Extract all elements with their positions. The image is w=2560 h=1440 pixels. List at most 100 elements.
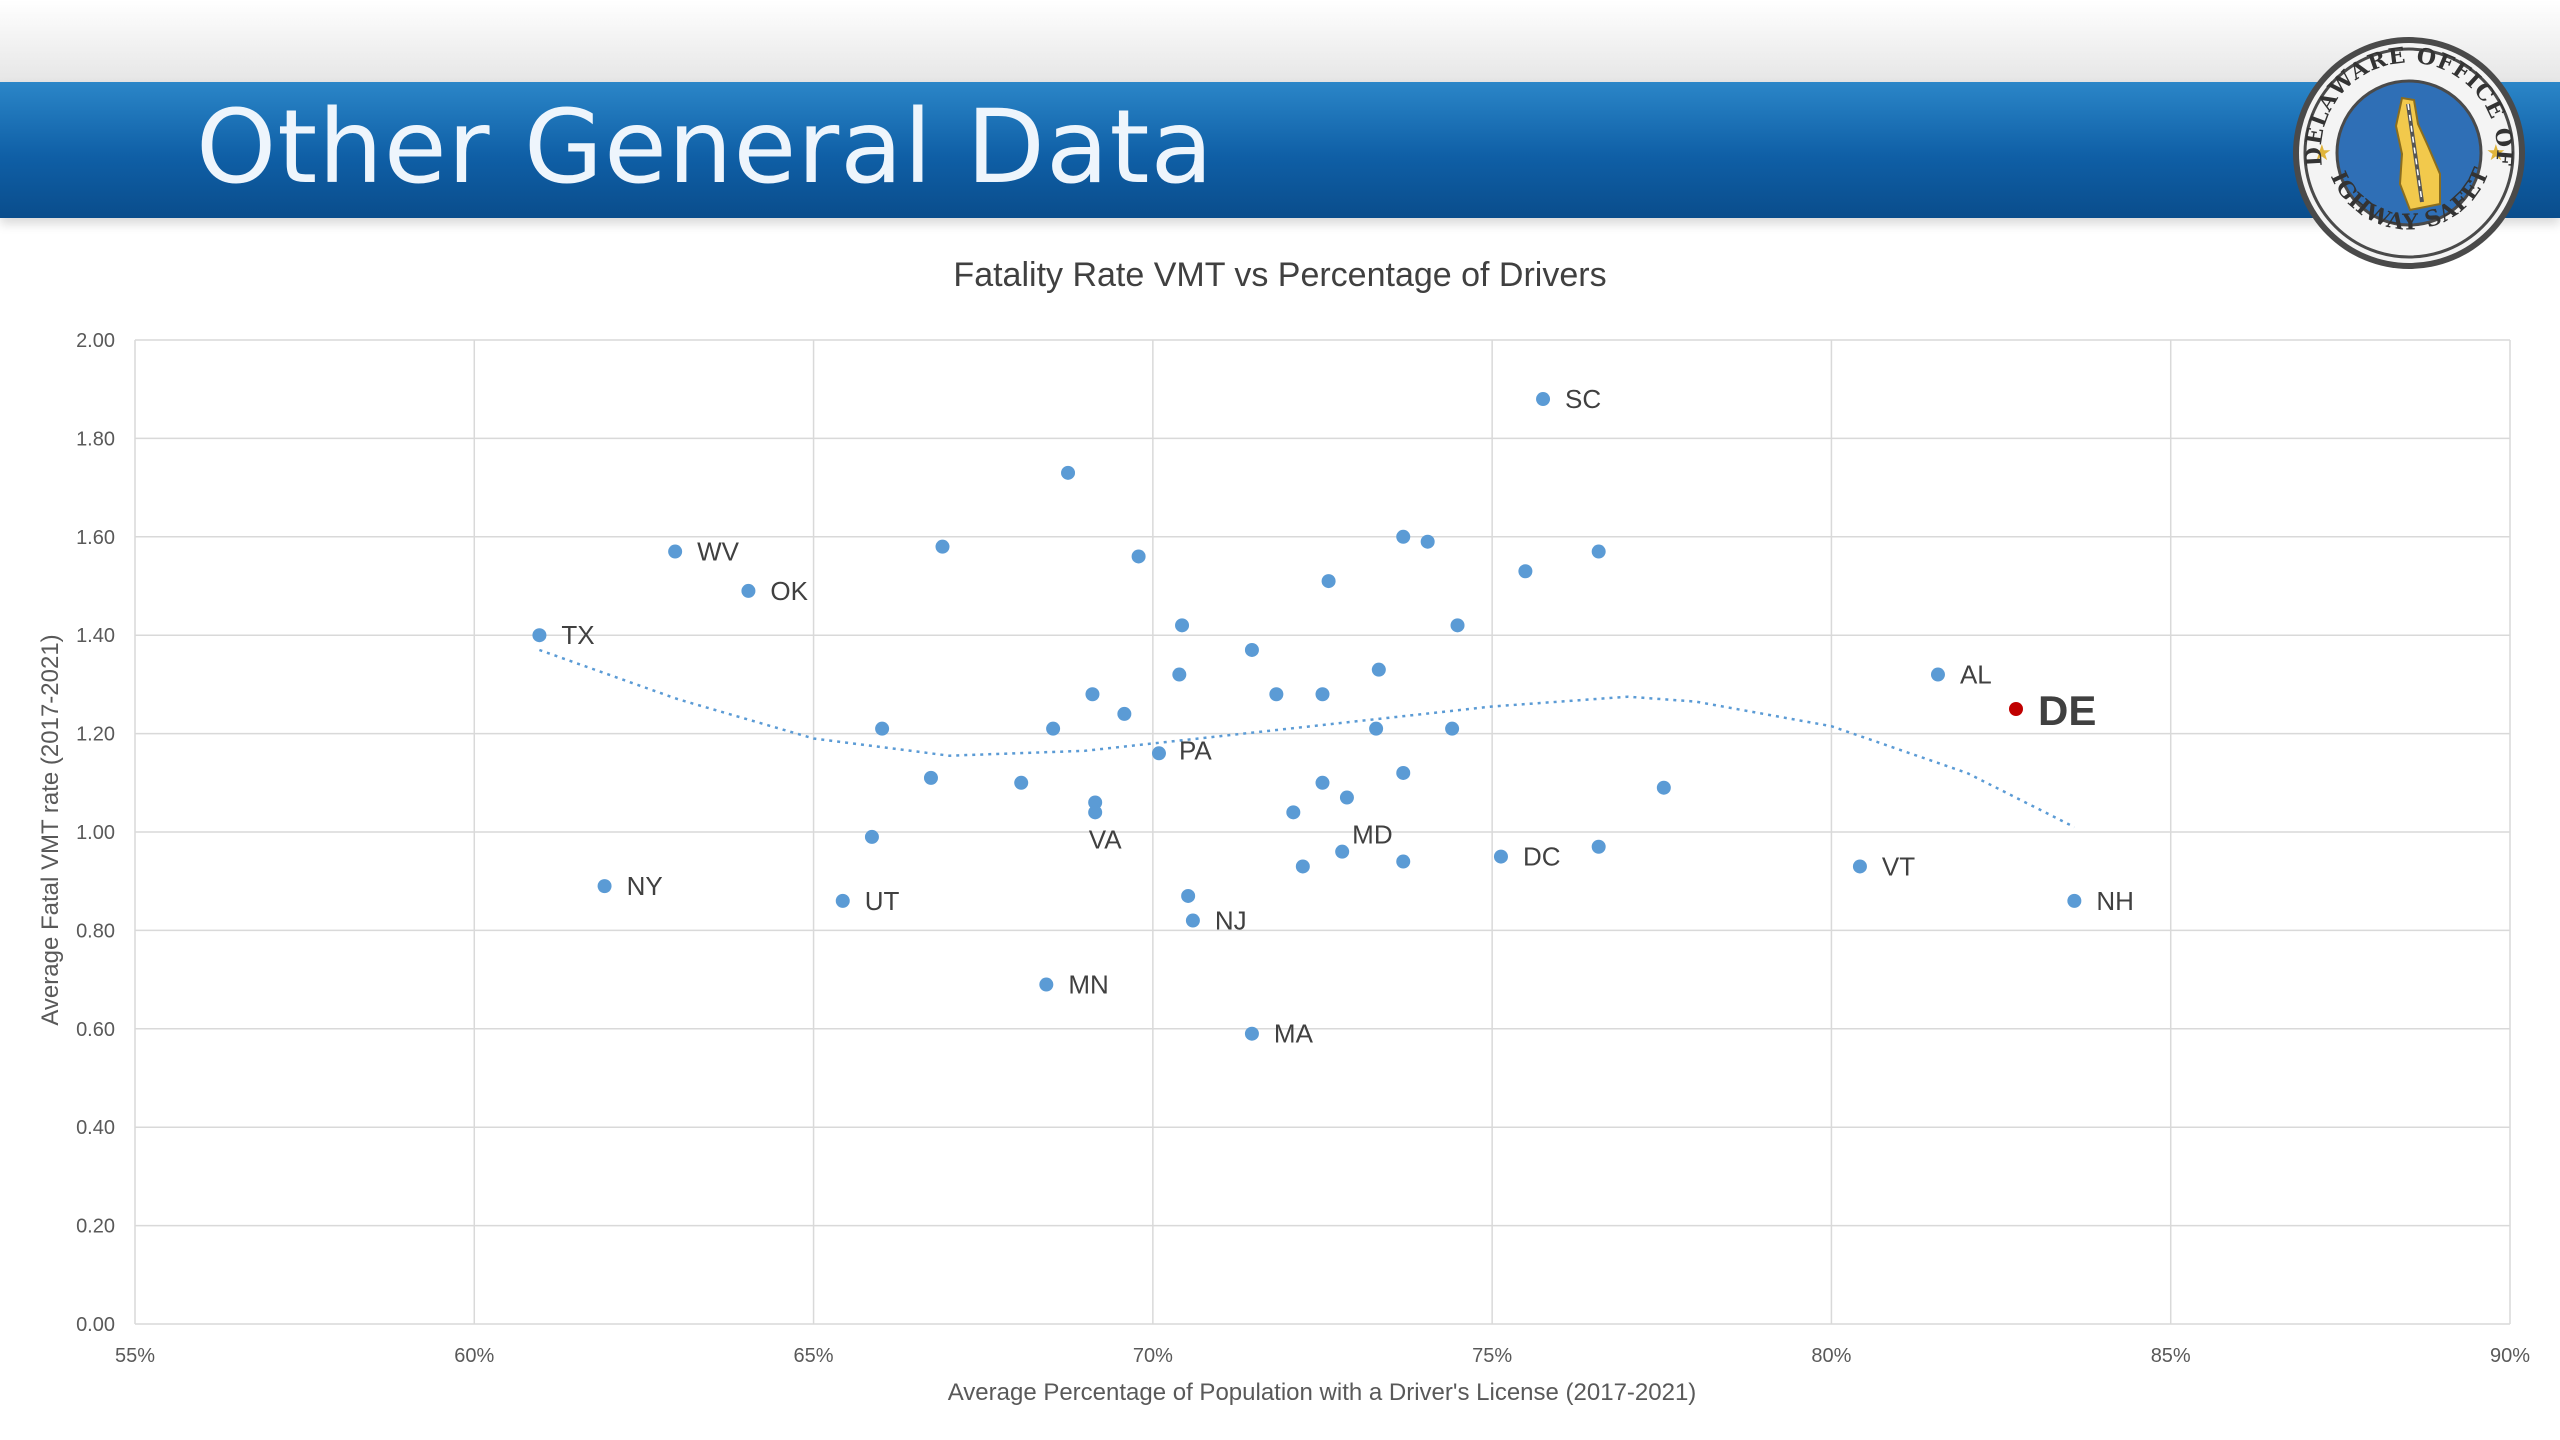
data-point-highlight bbox=[2009, 702, 2023, 716]
y-tick-label: 1.40 bbox=[76, 625, 115, 647]
data-point bbox=[1151, 746, 1166, 761]
data-point bbox=[1131, 549, 1146, 564]
data-point bbox=[668, 544, 683, 559]
y-tick-label: 0.00 bbox=[76, 1314, 115, 1336]
data-point bbox=[1493, 849, 1508, 864]
data-point bbox=[1852, 859, 1867, 874]
data-point bbox=[1591, 839, 1606, 854]
y-tick-label: 1.20 bbox=[76, 724, 115, 746]
data-point bbox=[1061, 465, 1076, 480]
data-point bbox=[1269, 687, 1284, 702]
data-point bbox=[1315, 775, 1330, 790]
y-tick-label: 0.40 bbox=[76, 1117, 115, 1139]
data-point bbox=[1315, 687, 1330, 702]
point-label: VT bbox=[1882, 851, 1915, 881]
data-point bbox=[1369, 721, 1384, 736]
data-point bbox=[1088, 805, 1103, 820]
point-label: OK bbox=[770, 576, 808, 606]
data-point bbox=[1181, 888, 1196, 903]
point-label: DC bbox=[1523, 842, 1561, 872]
x-tick-label: 70% bbox=[1133, 1345, 1173, 1367]
data-point bbox=[1656, 780, 1671, 795]
point-label: NJ bbox=[1215, 906, 1247, 936]
axis-ticks: 0.00 0.20 0.40 0.60 0.80 1.00 1.20 1.40 1.60 1.80… bbox=[76, 330, 2530, 1367]
point-label: UT bbox=[865, 886, 900, 916]
data-point bbox=[532, 628, 547, 643]
x-tick-label: 90% bbox=[2490, 1345, 2530, 1367]
title-bar bbox=[0, 82, 2560, 218]
point-label: SC bbox=[1565, 384, 1601, 414]
point-label: AL bbox=[1960, 660, 1992, 690]
point-label: WV bbox=[697, 537, 740, 567]
data-point bbox=[1371, 662, 1386, 677]
data-point bbox=[1014, 775, 1029, 790]
x-axis-label: Average Percentage of Population with a … bbox=[948, 1379, 1697, 1406]
data-point bbox=[1088, 795, 1103, 810]
point-label: DE bbox=[2038, 687, 2096, 734]
data-point bbox=[1321, 574, 1336, 589]
top-strip bbox=[0, 0, 2560, 82]
y-axis-label: Average Fatal VMT rate (2017-2021) bbox=[37, 634, 64, 1025]
grid-lines bbox=[134, 339, 2511, 1325]
data-point bbox=[875, 721, 890, 736]
y-tick-label: 0.60 bbox=[76, 1019, 115, 1041]
seal-logo-icon: ★ ★ DELAWARE OFFICE OF HIGHWAY SAFETY bbox=[2290, 34, 2525, 269]
scatter-chart: Fatality Rate VMT vs Percentage of Drive… bbox=[37, 256, 2530, 1406]
y-tick-label: 1.00 bbox=[76, 822, 115, 844]
data-point bbox=[597, 879, 612, 894]
y-tick-label: 1.60 bbox=[76, 527, 115, 549]
x-tick-label: 85% bbox=[2151, 1345, 2191, 1367]
x-tick-label: 65% bbox=[794, 1345, 834, 1367]
data-point bbox=[1295, 859, 1310, 874]
data-point bbox=[1039, 977, 1054, 992]
chart-title: Fatality Rate VMT vs Percentage of Drive… bbox=[953, 256, 1606, 294]
data-point bbox=[1185, 913, 1200, 928]
data-point bbox=[1591, 544, 1606, 559]
data-points: SC WV OK TX PA VA MD DC NY UT NJ MN MA VT NH AL DE bbox=[532, 384, 2134, 1049]
data-point bbox=[1420, 534, 1435, 549]
point-label: TX bbox=[561, 620, 594, 650]
data-point bbox=[1930, 667, 1945, 682]
svg-text:★: ★ bbox=[2486, 141, 2506, 166]
x-tick-label: 55% bbox=[115, 1345, 155, 1367]
data-point bbox=[1339, 790, 1354, 805]
x-tick-label: 75% bbox=[1472, 1345, 1512, 1367]
data-point bbox=[1085, 687, 1100, 702]
data-point bbox=[1286, 805, 1301, 820]
point-label: NY bbox=[627, 871, 663, 901]
trendline-path bbox=[538, 648, 2075, 829]
data-point bbox=[1335, 844, 1350, 859]
data-point bbox=[1175, 618, 1190, 633]
svg-text:★: ★ bbox=[2312, 141, 2332, 166]
x-tick-label: 80% bbox=[1811, 1345, 1851, 1367]
data-point bbox=[1046, 721, 1061, 736]
data-point bbox=[1244, 642, 1259, 657]
data-point bbox=[1172, 667, 1187, 682]
data-point bbox=[1536, 392, 1551, 407]
point-label: NH bbox=[2096, 886, 2134, 916]
data-point bbox=[1244, 1026, 1259, 1041]
data-point bbox=[1117, 706, 1132, 721]
y-tick-label: 0.80 bbox=[76, 920, 115, 942]
data-point bbox=[1450, 618, 1465, 633]
point-label: MA bbox=[1274, 1019, 1314, 1049]
x-tick-label: 60% bbox=[454, 1345, 494, 1367]
slide-title: Other General Data bbox=[196, 88, 1214, 207]
data-point bbox=[1396, 765, 1411, 780]
data-point bbox=[1396, 529, 1411, 544]
point-label: MN bbox=[1068, 970, 1108, 1000]
data-point bbox=[835, 893, 850, 908]
data-point bbox=[2067, 893, 2082, 908]
data-point bbox=[1396, 854, 1411, 869]
data-point bbox=[935, 539, 950, 554]
trendline bbox=[538, 648, 2075, 829]
y-tick-label: 2.00 bbox=[76, 330, 115, 352]
point-label: PA bbox=[1179, 735, 1212, 765]
data-point bbox=[864, 829, 879, 844]
y-tick-label: 1.80 bbox=[76, 428, 115, 450]
point-label: MD bbox=[1352, 820, 1392, 850]
data-point bbox=[1445, 721, 1460, 736]
data-point bbox=[1518, 564, 1533, 579]
data-point bbox=[741, 583, 756, 598]
data-point bbox=[923, 770, 938, 785]
